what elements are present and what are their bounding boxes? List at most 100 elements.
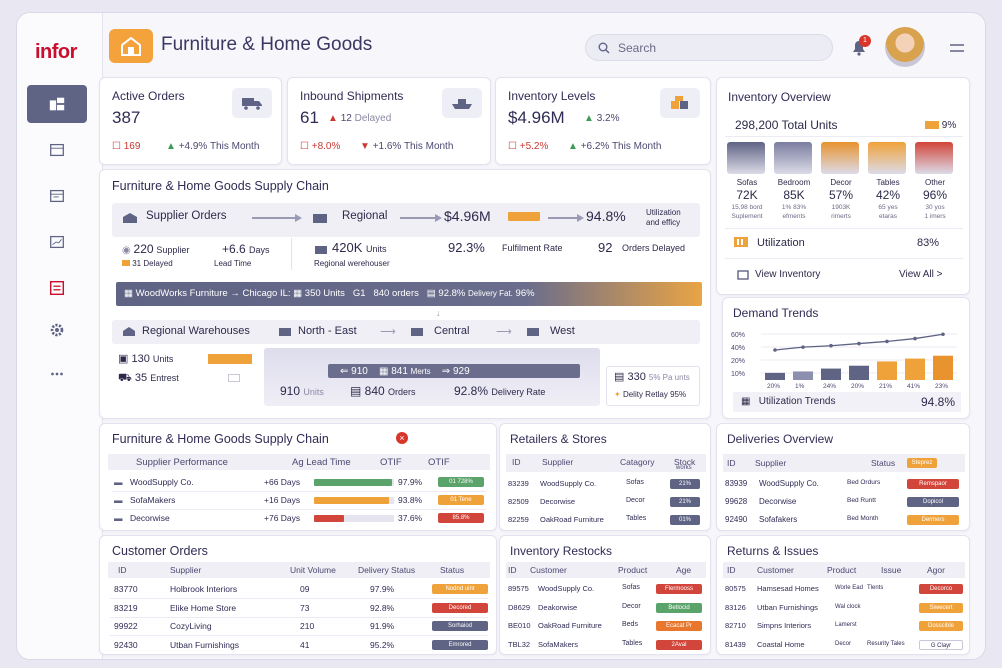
gear-icon bbox=[50, 323, 64, 337]
route-to: Chicago IL: bbox=[242, 288, 291, 299]
row-divider bbox=[112, 491, 486, 492]
regional-units-value: 420K bbox=[332, 240, 363, 255]
supplier-name[interactable]: Decorwise bbox=[130, 513, 170, 523]
sidebar-item-reports[interactable] bbox=[27, 269, 87, 307]
demand-point[interactable] bbox=[941, 332, 945, 337]
infor-logo: infor bbox=[35, 41, 77, 63]
view-inventory-link[interactable]: View Inventory bbox=[755, 269, 821, 280]
supplier-name[interactable]: WoodSupply Co. bbox=[540, 479, 597, 488]
sidebar-item-more[interactable] bbox=[27, 355, 87, 393]
utilization-trends-row bbox=[733, 392, 961, 412]
row-id: 82509 bbox=[508, 497, 529, 506]
supplier-name[interactable]: WoodSupply Co. bbox=[130, 477, 194, 487]
customer-name[interactable]: CozyLiving bbox=[170, 621, 212, 631]
demand-bar[interactable] bbox=[793, 371, 813, 380]
supplier-name[interactable]: SofaMakers bbox=[130, 495, 176, 505]
sidebar-item-calendar[interactable] bbox=[27, 131, 87, 169]
regional-label[interactable]: Regional bbox=[342, 210, 388, 222]
category-value: 57% bbox=[828, 188, 854, 202]
y-tick-label: 60% bbox=[731, 332, 745, 339]
demand-bar[interactable] bbox=[905, 358, 925, 380]
demand-point[interactable] bbox=[885, 339, 889, 344]
demand-bar[interactable] bbox=[849, 365, 869, 380]
row-id: 81439 bbox=[725, 639, 746, 649]
customer-name[interactable]: WoodSupply Co. bbox=[538, 584, 595, 593]
supplier-name[interactable]: WoodSupply Co. bbox=[759, 479, 819, 488]
kpi-change: ▲ 3.2% bbox=[584, 113, 620, 124]
product: Beds bbox=[622, 621, 638, 628]
demand-bar[interactable] bbox=[821, 368, 841, 380]
category-thumbnail[interactable] bbox=[868, 142, 906, 174]
regional-warehouses-label[interactable]: Regional Warehouses bbox=[142, 325, 250, 337]
route-strip[interactable] bbox=[116, 282, 702, 306]
avatar[interactable] bbox=[885, 27, 925, 67]
customer-name[interactable]: OakRoad Furniture bbox=[538, 621, 602, 630]
product: Tables bbox=[622, 639, 643, 647]
category-thumbnail[interactable] bbox=[915, 142, 953, 174]
category-thumbnail[interactable] bbox=[727, 142, 765, 174]
warehouse-flow-row bbox=[112, 320, 700, 344]
building-icon: ▬ bbox=[114, 495, 123, 505]
search-input[interactable]: Search bbox=[585, 34, 833, 61]
customer-name[interactable]: Coastal Home bbox=[757, 639, 805, 649]
demand-bar[interactable] bbox=[765, 372, 785, 380]
demand-point[interactable] bbox=[801, 345, 805, 349]
kpi-inbound-shipments[interactable]: Inbound Shipments 61 ▲ 12 Delayed ☐ +8.0… bbox=[287, 77, 491, 165]
x-axis-label: 20% bbox=[851, 383, 864, 390]
supplier-summary bbox=[120, 238, 292, 270]
customer-name[interactable]: Utban Furnishings bbox=[757, 602, 818, 612]
kpi-delayed-value: 12 bbox=[340, 113, 352, 124]
unit-volume: 09 bbox=[300, 584, 310, 594]
inventory-overview-panel: Inventory Overview 298,200 Total Units 9… bbox=[716, 77, 970, 295]
total-units-label: Total Units bbox=[781, 118, 838, 132]
close-icon[interactable]: × bbox=[396, 432, 408, 444]
delayed-note-text: 31 Delayed bbox=[132, 259, 173, 268]
customer-name[interactable]: Deakorwise bbox=[538, 602, 578, 612]
customer-name[interactable]: SofaMakers bbox=[538, 639, 579, 649]
demand-point[interactable] bbox=[857, 341, 861, 346]
supplier-orders-label[interactable]: Supplier Orders bbox=[146, 210, 227, 222]
demand-bar[interactable] bbox=[877, 361, 897, 380]
demand-point[interactable] bbox=[773, 348, 777, 352]
west-label[interactable]: West bbox=[550, 325, 575, 337]
demand-point[interactable] bbox=[829, 343, 833, 348]
kpi-active-orders[interactable]: Active Orders 387 ☐ 169 ▲ +4.9% This Mon… bbox=[99, 77, 282, 165]
supplier-name[interactable]: Sofafakers bbox=[759, 515, 798, 524]
customer-name[interactable]: Hamsesad Homes bbox=[757, 584, 819, 593]
demand-bar[interactable] bbox=[933, 355, 953, 380]
row-id: 83239 bbox=[508, 479, 529, 488]
arrow-right-icon: ⟶ bbox=[496, 326, 512, 338]
customer-name[interactable]: Simpns Interiors bbox=[757, 621, 812, 630]
supplier-name[interactable]: Decorwise bbox=[759, 497, 797, 506]
supplier-name[interactable]: Decorwise bbox=[540, 497, 576, 506]
category-thumbnail[interactable] bbox=[774, 142, 812, 174]
row-id: 99628 bbox=[725, 497, 748, 506]
kpi-label: Inventory Levels bbox=[508, 89, 596, 103]
category: Sofas bbox=[626, 479, 644, 486]
supplier-name[interactable]: OakRoad Furniture bbox=[540, 515, 604, 524]
home-goods-app-icon bbox=[109, 29, 153, 63]
table-header bbox=[108, 562, 490, 578]
sidebar-item-dashboard[interactable] bbox=[27, 85, 87, 123]
truck-icon bbox=[232, 88, 272, 118]
category-thumbnail[interactable] bbox=[821, 142, 859, 174]
stock-tag: 21% bbox=[670, 479, 700, 489]
column-header: Status bbox=[440, 565, 465, 575]
sidebar-item-settings[interactable] bbox=[27, 311, 87, 349]
arrow-right-icon bbox=[400, 214, 442, 222]
customer-name[interactable]: Holbrook Interiors bbox=[170, 584, 238, 594]
sidebar-item-browser[interactable] bbox=[27, 177, 87, 215]
menu-icon[interactable] bbox=[949, 43, 965, 53]
view-all-link[interactable]: View All > bbox=[899, 269, 943, 280]
kpi-inventory-levels[interactable]: Inventory Levels $4.96M ▲ 3.2% ☐ +5.2% ▲… bbox=[495, 77, 711, 165]
kpi-value: 61 bbox=[300, 108, 319, 127]
route-orders: 840 orders bbox=[373, 288, 419, 299]
customer-name[interactable]: Utban Furnishings bbox=[170, 639, 239, 650]
column-header: Supplier bbox=[755, 458, 787, 468]
row-id: 82710 bbox=[725, 621, 746, 630]
central-label[interactable]: Central bbox=[434, 325, 470, 337]
north-east-label[interactable]: North - East bbox=[298, 325, 357, 337]
customer-name[interactable]: Elike Home Store bbox=[170, 602, 237, 613]
demand-point[interactable] bbox=[913, 336, 917, 341]
sidebar-item-analytics[interactable] bbox=[27, 223, 87, 261]
